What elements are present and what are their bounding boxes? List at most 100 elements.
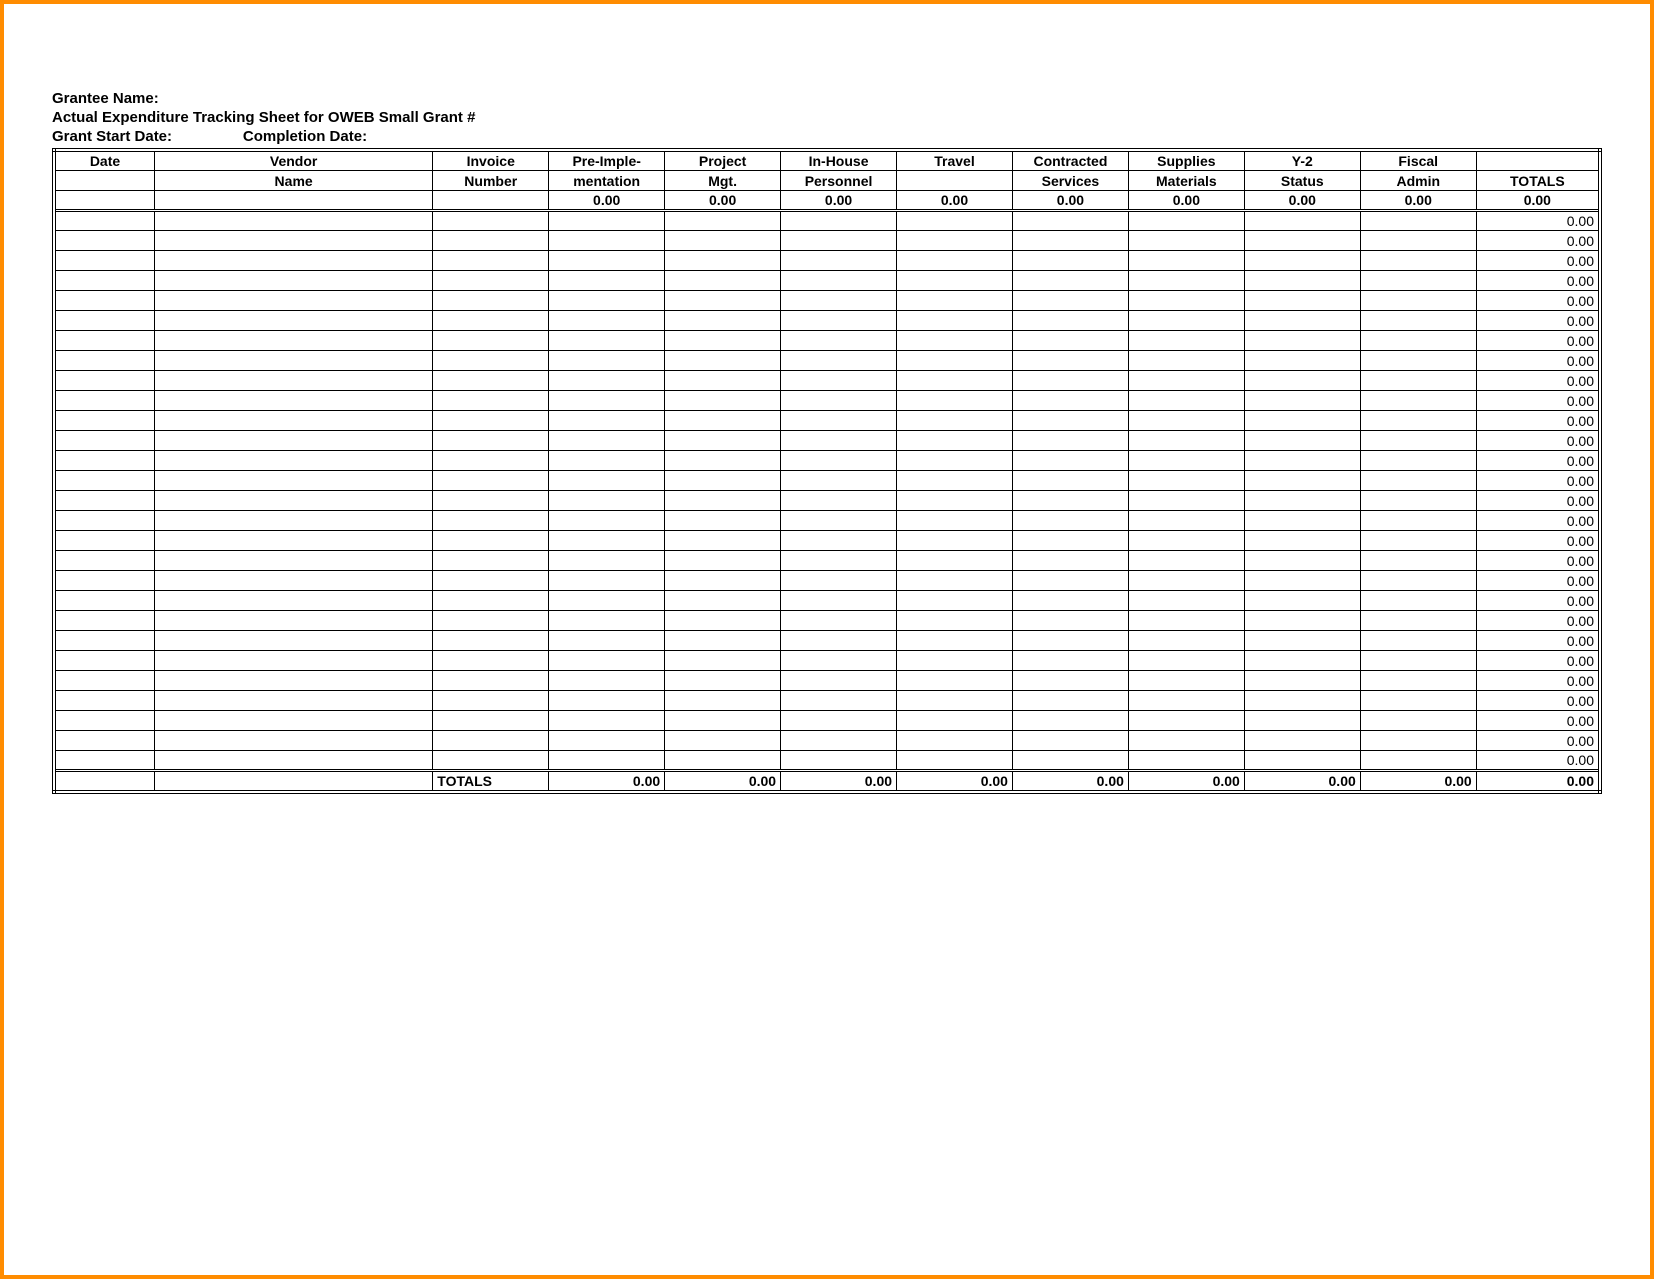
header-zero-cell: 0.00: [1012, 191, 1128, 211]
header-cell: Materials: [1128, 171, 1244, 191]
header-cell: Date: [54, 150, 154, 171]
data-cell: [154, 591, 432, 611]
data-cell: [433, 411, 549, 431]
data-cell: [665, 671, 781, 691]
data-row: 0.00: [54, 631, 1600, 651]
data-cell: [433, 211, 549, 231]
data-cell: [1244, 371, 1360, 391]
data-cell: [1244, 491, 1360, 511]
data-cell: [549, 611, 665, 631]
data-cell: [54, 691, 154, 711]
data-cell: [549, 431, 665, 451]
data-cell: [781, 491, 897, 511]
data-cell: [1244, 691, 1360, 711]
totals-value-cell: 0.00: [781, 771, 897, 793]
row-total-cell: 0.00: [1476, 251, 1600, 271]
data-cell: [1128, 591, 1244, 611]
data-cell: [897, 431, 1013, 451]
data-cell: [1012, 291, 1128, 311]
data-cell: [154, 231, 432, 251]
data-cell: [781, 571, 897, 591]
data-cell: [665, 551, 781, 571]
header-cell: Status: [1244, 171, 1360, 191]
data-cell: [433, 311, 549, 331]
data-cell: [54, 751, 154, 771]
data-cell: [781, 331, 897, 351]
data-cell: [154, 531, 432, 551]
page-frame: Grantee Name: Actual Expenditure Trackin…: [0, 0, 1654, 1279]
data-cell: [433, 371, 549, 391]
data-cell: [1244, 231, 1360, 251]
data-cell: [1244, 291, 1360, 311]
data-cell: [1012, 731, 1128, 751]
data-row: 0.00: [54, 231, 1600, 251]
data-cell: [781, 611, 897, 631]
data-cell: [154, 731, 432, 751]
data-cell: [897, 531, 1013, 551]
data-cell: [154, 651, 432, 671]
data-cell: [54, 391, 154, 411]
data-cell: [1360, 471, 1476, 491]
data-cell: [1360, 451, 1476, 471]
data-cell: [665, 291, 781, 311]
data-cell: [1128, 431, 1244, 451]
row-total-cell: 0.00: [1476, 691, 1600, 711]
dates-row: Grant Start Date: Completion Date:: [52, 128, 1602, 147]
data-cell: [897, 571, 1013, 591]
data-cell: [1012, 651, 1128, 671]
row-total-cell: 0.00: [1476, 391, 1600, 411]
data-cell: [1128, 351, 1244, 371]
data-cell: [549, 351, 665, 371]
data-cell: [897, 731, 1013, 751]
data-row: 0.00: [54, 571, 1600, 591]
totals-value-cell: 0.00: [1012, 771, 1128, 793]
data-cell: [665, 511, 781, 531]
header-cell: Vendor: [154, 150, 432, 171]
table-body: DateVendorInvoicePre-Imple-ProjectIn-Hou…: [54, 150, 1600, 792]
header-cell: mentation: [549, 171, 665, 191]
header-zero-cell: 0.00: [1244, 191, 1360, 211]
grant-start-label: Grant Start Date:: [52, 128, 172, 145]
header-cell: Admin: [1360, 171, 1476, 191]
data-cell: [1360, 411, 1476, 431]
header-cell: Fiscal: [1360, 150, 1476, 171]
data-cell: [897, 591, 1013, 611]
data-cell: [54, 631, 154, 651]
data-cell: [1012, 331, 1128, 351]
header-zero-cell: 0.00: [549, 191, 665, 211]
data-cell: [897, 451, 1013, 471]
data-cell: [1360, 571, 1476, 591]
data-cell: [1128, 391, 1244, 411]
data-row: 0.00: [54, 491, 1600, 511]
data-row: 0.00: [54, 291, 1600, 311]
header-cell: Personnel: [781, 171, 897, 191]
data-cell: [665, 651, 781, 671]
data-cell: [1360, 491, 1476, 511]
header-cell: Y-2: [1244, 150, 1360, 171]
data-cell: [1244, 351, 1360, 371]
totals-value-cell: 0.00: [1244, 771, 1360, 793]
totals-row: TOTALS0.000.000.000.000.000.000.000.000.…: [54, 771, 1600, 793]
data-row: 0.00: [54, 691, 1600, 711]
data-cell: [897, 491, 1013, 511]
data-cell: [433, 271, 549, 291]
data-cell: [154, 691, 432, 711]
data-cell: [433, 451, 549, 471]
data-cell: [54, 411, 154, 431]
data-cell: [897, 751, 1013, 771]
data-cell: [549, 531, 665, 551]
data-cell: [665, 471, 781, 491]
data-cell: [433, 631, 549, 651]
data-cell: [54, 351, 154, 371]
header-zero-cell: 0.00: [1128, 191, 1244, 211]
data-cell: [1128, 451, 1244, 471]
row-total-cell: 0.00: [1476, 631, 1600, 651]
row-total-cell: 0.00: [1476, 651, 1600, 671]
data-row: 0.00: [54, 411, 1600, 431]
data-cell: [433, 651, 549, 671]
data-cell: [897, 211, 1013, 231]
data-cell: [1012, 491, 1128, 511]
data-cell: [154, 471, 432, 491]
data-cell: [154, 211, 432, 231]
data-cell: [897, 351, 1013, 371]
